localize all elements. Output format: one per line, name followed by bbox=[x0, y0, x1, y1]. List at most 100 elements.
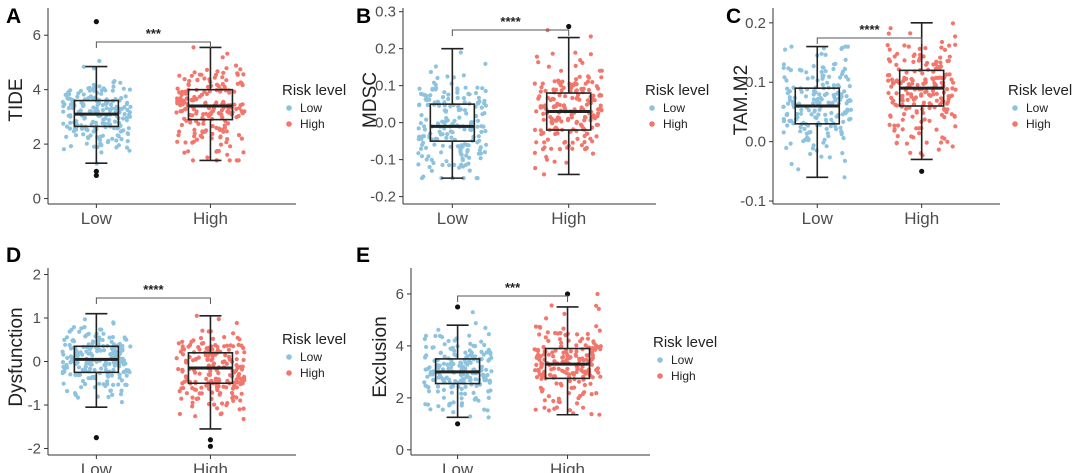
data-point bbox=[556, 396, 562, 401]
data-point bbox=[208, 369, 213, 374]
legend-item-high: High bbox=[671, 369, 696, 383]
data-point bbox=[781, 104, 786, 109]
data-point bbox=[799, 107, 804, 113]
data-point bbox=[584, 102, 590, 107]
legend-item-high: High bbox=[300, 117, 325, 131]
data-point bbox=[887, 47, 892, 52]
data-point bbox=[557, 93, 562, 98]
data-point bbox=[550, 96, 555, 101]
legend-item-low: Low bbox=[300, 350, 322, 364]
data-point bbox=[540, 361, 545, 367]
data-point bbox=[430, 87, 435, 92]
data-point bbox=[122, 112, 127, 117]
legend: Risk level Low High bbox=[282, 331, 346, 380]
data-point bbox=[182, 116, 187, 121]
box-iqr bbox=[429, 103, 476, 142]
data-point bbox=[234, 350, 239, 355]
data-point bbox=[885, 73, 891, 78]
data-point bbox=[533, 407, 538, 412]
y-tick-label: 0.2 bbox=[745, 15, 766, 32]
data-point bbox=[938, 55, 943, 60]
data-point bbox=[242, 378, 247, 383]
data-point bbox=[535, 348, 541, 353]
data-point bbox=[888, 114, 893, 119]
data-point bbox=[785, 86, 790, 91]
data-point bbox=[581, 86, 586, 91]
data-point bbox=[950, 144, 955, 149]
data-point bbox=[478, 156, 483, 161]
data-point bbox=[440, 143, 445, 148]
significance-label: **** bbox=[143, 282, 164, 297]
data-point bbox=[787, 95, 792, 100]
y-tick-label: 4 bbox=[396, 338, 404, 355]
data-point bbox=[892, 123, 897, 128]
data-point bbox=[224, 129, 229, 134]
data-point bbox=[536, 367, 541, 373]
data-point bbox=[554, 381, 559, 386]
data-point bbox=[216, 317, 221, 322]
data-point bbox=[484, 142, 489, 147]
data-point bbox=[892, 127, 897, 132]
data-point bbox=[817, 92, 822, 97]
data-point bbox=[473, 321, 478, 326]
data-point bbox=[205, 346, 211, 351]
data-point bbox=[938, 60, 943, 65]
data-point bbox=[892, 54, 897, 59]
data-point bbox=[589, 412, 594, 417]
data-point bbox=[939, 39, 945, 45]
data-point bbox=[949, 77, 954, 82]
data-point bbox=[99, 150, 104, 155]
y-tick-label: 4 bbox=[33, 82, 41, 99]
data-point bbox=[108, 352, 113, 357]
data-point bbox=[546, 408, 552, 413]
data-point bbox=[117, 372, 122, 377]
data-point bbox=[533, 368, 538, 373]
data-point bbox=[235, 380, 240, 385]
data-point bbox=[944, 101, 950, 106]
data-point bbox=[200, 328, 205, 333]
data-point bbox=[911, 59, 916, 64]
data-point bbox=[905, 97, 910, 102]
legend-item-low: Low bbox=[1026, 101, 1048, 115]
data-point bbox=[809, 112, 814, 117]
data-point bbox=[905, 91, 910, 96]
data-point bbox=[458, 360, 463, 365]
data-point bbox=[438, 132, 443, 137]
data-point bbox=[596, 111, 601, 116]
legend-item-high: High bbox=[663, 117, 688, 131]
data-point bbox=[476, 95, 481, 100]
data-point bbox=[911, 135, 916, 140]
data-point bbox=[912, 52, 917, 57]
data-point bbox=[65, 96, 70, 101]
data-point bbox=[835, 83, 841, 88]
y-tick-label: -1 bbox=[28, 397, 41, 414]
data-point bbox=[475, 85, 480, 90]
data-point bbox=[118, 356, 123, 362]
x-tick-label-low: Low bbox=[81, 209, 113, 228]
data-point bbox=[441, 361, 446, 366]
data-point bbox=[816, 112, 821, 117]
data-point bbox=[127, 148, 132, 153]
data-point bbox=[180, 369, 185, 374]
data-point bbox=[551, 104, 556, 110]
data-point bbox=[439, 150, 444, 155]
data-point bbox=[239, 81, 244, 86]
data-point bbox=[823, 117, 829, 122]
data-point bbox=[798, 129, 803, 134]
legend-item-low: Low bbox=[300, 101, 322, 115]
data-point bbox=[461, 96, 466, 101]
data-point bbox=[65, 124, 70, 129]
data-point bbox=[446, 92, 451, 97]
data-point bbox=[191, 45, 196, 50]
data-point bbox=[237, 105, 242, 111]
data-point bbox=[218, 142, 224, 147]
data-point bbox=[788, 141, 793, 146]
data-point bbox=[822, 137, 827, 142]
data-point bbox=[945, 139, 950, 144]
data-point bbox=[61, 352, 66, 357]
data-point bbox=[561, 326, 566, 331]
data-point bbox=[220, 55, 225, 60]
data-point bbox=[423, 145, 429, 150]
data-point bbox=[925, 60, 930, 66]
y-tick-label: 2 bbox=[396, 390, 404, 407]
